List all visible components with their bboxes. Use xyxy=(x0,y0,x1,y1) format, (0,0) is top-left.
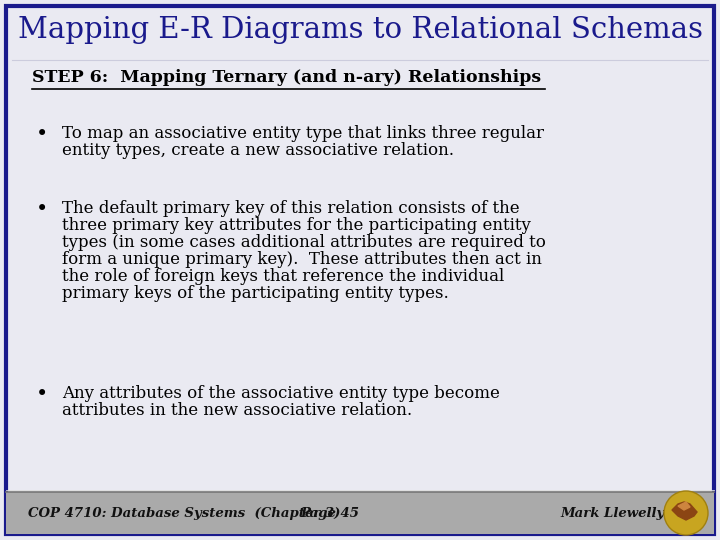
Text: •: • xyxy=(36,200,48,219)
Text: The default primary key of this relation consists of the: The default primary key of this relation… xyxy=(62,200,520,217)
Text: primary keys of the participating entity types.: primary keys of the participating entity… xyxy=(62,285,449,302)
Text: three primary key attributes for the participating entity: three primary key attributes for the par… xyxy=(62,217,531,234)
Bar xyxy=(6,492,714,534)
Text: COP 4710: Database Systems  (Chapter 3): COP 4710: Database Systems (Chapter 3) xyxy=(28,507,341,519)
Text: entity types, create a new associative relation.: entity types, create a new associative r… xyxy=(62,142,454,159)
Text: attributes in the new associative relation.: attributes in the new associative relati… xyxy=(62,402,412,419)
Text: types (in some cases additional attributes are required to: types (in some cases additional attribut… xyxy=(62,234,546,251)
Text: Any attributes of the associative entity type become: Any attributes of the associative entity… xyxy=(62,385,500,402)
Text: •: • xyxy=(36,125,48,144)
Text: •: • xyxy=(36,385,48,404)
Polygon shape xyxy=(672,502,697,520)
Text: Mapping E-R Diagrams to Relational Schemas: Mapping E-R Diagrams to Relational Schem… xyxy=(17,16,703,44)
Polygon shape xyxy=(678,502,690,510)
Text: STEP 6:  Mapping Ternary (and n-ary) Relationships: STEP 6: Mapping Ternary (and n-ary) Rela… xyxy=(32,70,541,86)
Text: To map an associative entity type that links three regular: To map an associative entity type that l… xyxy=(62,125,544,142)
Text: the role of foreign keys that reference the individual: the role of foreign keys that reference … xyxy=(62,268,504,285)
Circle shape xyxy=(664,491,708,535)
Text: Page 45: Page 45 xyxy=(300,507,359,519)
Text: form a unique primary key).  These attributes then act in: form a unique primary key). These attrib… xyxy=(62,251,542,268)
Text: Mark Llewellyn: Mark Llewellyn xyxy=(560,507,674,519)
